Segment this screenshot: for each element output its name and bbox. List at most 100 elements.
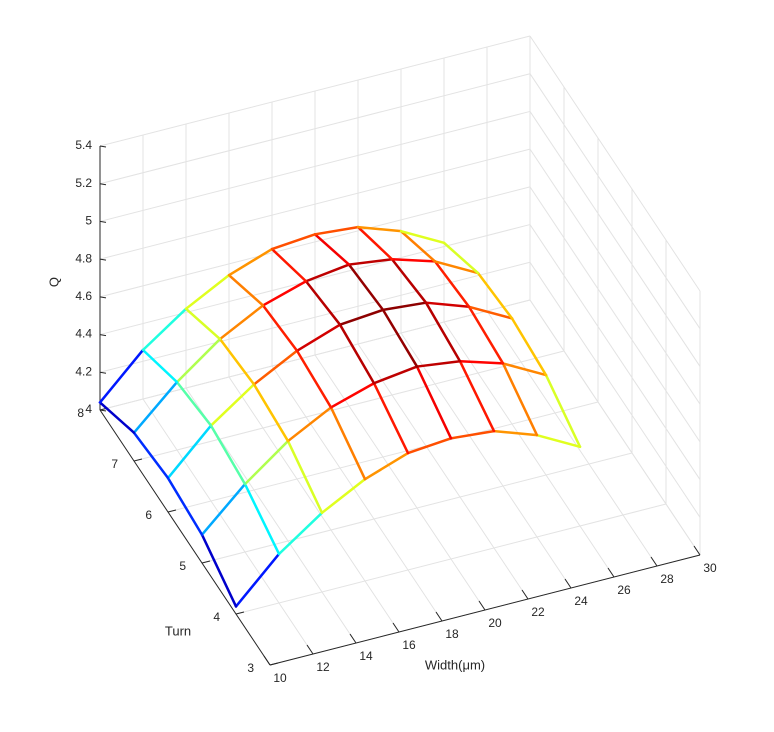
mesh-edge [356,225,394,261]
z-tick [99,371,107,374]
mesh-edge [467,305,514,320]
y-tick-label: 8 [77,406,84,420]
mesh-edge [372,365,419,385]
mesh-edge [209,424,247,486]
mesh-edge [458,359,496,433]
grid-line [235,503,667,615]
y-tick [201,560,211,564]
mesh-edge [501,362,539,437]
mesh-edge [510,317,548,377]
x-tick [521,589,529,600]
x-tick-label: 16 [402,638,416,652]
mesh-edge [313,225,360,236]
mesh-edge [277,511,324,556]
grid-line [99,35,531,147]
y-tick-label: 4 [213,610,220,624]
z-tick [99,145,107,148]
y-tick-label: 3 [247,661,254,675]
mesh-edge [286,406,333,443]
x-tick [564,578,572,589]
grid-line [486,310,658,567]
mesh-edge [356,225,403,233]
z-tick [99,334,107,337]
mesh-edge [98,401,136,434]
mesh-edge [458,359,505,365]
mesh-edge [218,337,256,386]
mesh-edge [476,271,514,320]
mesh-edge [347,257,394,266]
z-axis-label: Q [46,277,61,287]
mesh-edge [175,337,222,384]
mesh-edge [329,406,367,481]
x-tick-label: 14 [359,649,373,663]
z-tick-label: 5.2 [75,176,92,190]
x-tick [392,622,400,633]
grid-line [529,73,701,329]
mesh-edge [415,365,453,440]
x-axis-label: Width(μm) [425,657,485,672]
y-tick [269,662,279,666]
grid-line [529,35,701,292]
y-axis [99,409,271,666]
z-tick [99,409,107,412]
mesh-edge [442,241,480,275]
mesh-edge [166,424,213,480]
x-tick [693,545,701,556]
grid-line [314,354,486,611]
grid-line [529,262,701,518]
grid-line [142,398,314,655]
mesh-edge [218,304,265,341]
mesh-edge [98,348,145,404]
x-tick-label: 12 [316,660,330,674]
z-tick-label: 4.4 [75,327,92,341]
mesh-edge [433,260,471,309]
mesh-edge [338,323,376,385]
z-tick-label: 4.8 [75,251,92,265]
mesh-edge [184,273,231,311]
x-tick [349,633,357,644]
z-tick-label: 4.6 [75,289,92,303]
grid-line [99,148,531,260]
x-tick-label: 18 [445,627,459,641]
z-tick-label: 5 [85,214,92,228]
mesh-edge [390,257,437,263]
mesh-edge [329,381,376,409]
mesh-edge [270,247,308,283]
grid-line [529,148,701,405]
x-tick [306,644,314,655]
mesh-edge [381,308,419,368]
mesh-edge [381,301,428,312]
mesh-edge [390,257,428,304]
mesh-edge [501,362,548,377]
mesh-edge [234,552,281,608]
grid-line [99,73,531,185]
grid-line [271,365,443,622]
mesh-edge [338,308,385,326]
mesh-edge [252,349,299,386]
grid-line [400,332,572,589]
x-tick [263,655,271,666]
y-tick [235,611,245,615]
grid-line [99,224,531,336]
mesh-edge [132,431,170,480]
mesh-edge [200,482,247,536]
grid-line [99,261,531,373]
mesh-edge [141,307,188,352]
z-tick [99,220,107,223]
mesh-edge [166,476,204,536]
x-tick [650,556,658,567]
y-tick-label: 7 [111,457,118,471]
x-tick-label: 26 [617,583,631,597]
mesh-edge [424,301,471,309]
mesh-edge [313,233,351,266]
mesh-edge [535,433,582,449]
grid-line [529,224,701,480]
grid-line [529,111,701,367]
mesh-edge [320,477,367,515]
mesh-edge [243,482,281,556]
x-tick-label: 30 [703,561,717,575]
z-tick-label: 4 [85,402,92,416]
mesh-edge [141,348,179,384]
mesh-edge [363,451,410,481]
